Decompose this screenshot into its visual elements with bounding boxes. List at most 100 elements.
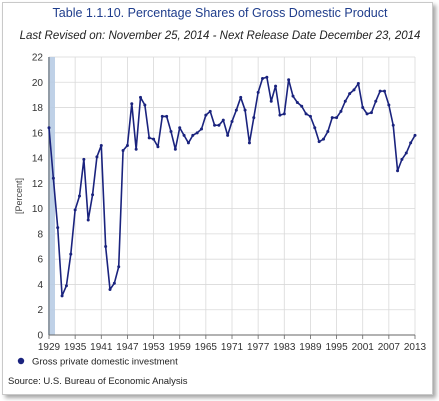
data-point[interactable]	[326, 130, 330, 134]
data-point[interactable]	[365, 112, 369, 116]
data-point[interactable]	[143, 103, 147, 107]
x-tick-label: 1959	[169, 342, 192, 353]
data-point[interactable]	[104, 245, 108, 249]
data-point[interactable]	[322, 137, 325, 141]
chart-subtitle: Last Revised on: November 25, 2014 - Nex…	[20, 30, 421, 42]
data-point[interactable]	[274, 84, 278, 88]
data-point[interactable]	[56, 226, 60, 230]
data-point[interactable]	[335, 116, 339, 120]
data-point[interactable]	[243, 108, 247, 112]
x-tick-label: 2001	[352, 342, 375, 353]
data-point[interactable]	[47, 126, 51, 130]
legend-label[interactable]: Gross private domestic investment	[32, 357, 178, 368]
data-point[interactable]	[404, 151, 408, 155]
data-point[interactable]	[374, 99, 378, 103]
y-tick-label: 22	[32, 53, 44, 64]
data-point[interactable]	[400, 157, 404, 161]
data-point[interactable]	[78, 194, 81, 198]
data-point[interactable]	[396, 169, 400, 173]
data-point[interactable]	[69, 252, 73, 256]
data-point[interactable]	[313, 126, 317, 130]
data-point[interactable]	[269, 99, 273, 103]
data-point[interactable]	[208, 109, 212, 113]
legend[interactable]: Gross private domestic investment	[17, 357, 178, 368]
data-point[interactable]	[195, 131, 199, 135]
data-point[interactable]	[239, 95, 243, 99]
axes	[48, 57, 416, 339]
data-point[interactable]	[86, 218, 90, 222]
data-point[interactable]	[391, 123, 395, 127]
data-point[interactable]	[308, 114, 312, 118]
x-tick-label: 1977	[247, 342, 270, 353]
data-point[interactable]	[369, 111, 373, 115]
data-point[interactable]	[221, 118, 225, 122]
data-point[interactable]	[282, 112, 286, 116]
data-point[interactable]	[186, 141, 190, 145]
data-point[interactable]	[134, 147, 138, 151]
data-point[interactable]	[130, 102, 134, 106]
data-point[interactable]	[139, 95, 142, 99]
data-point[interactable]	[217, 123, 221, 127]
data-point[interactable]	[191, 133, 195, 137]
x-tick-label: 1935	[64, 342, 87, 353]
data-point[interactable]	[387, 103, 391, 107]
data-point[interactable]	[64, 284, 68, 288]
highlight-band	[48, 57, 55, 335]
data-point[interactable]	[125, 143, 129, 147]
data-point[interactable]	[304, 112, 308, 116]
data-point[interactable]	[108, 288, 112, 292]
data-point[interactable]	[173, 147, 177, 151]
data-point[interactable]	[91, 193, 95, 197]
data-point[interactable]	[156, 145, 160, 149]
data-point[interactable]	[165, 114, 169, 118]
data-point[interactable]	[230, 119, 234, 123]
data-point[interactable]	[51, 176, 55, 180]
data-point[interactable]	[361, 106, 365, 110]
data-point[interactable]	[348, 92, 352, 96]
data-point[interactable]	[117, 265, 121, 269]
data-point[interactable]	[409, 141, 413, 145]
data-point[interactable]	[295, 100, 299, 104]
data-point[interactable]	[256, 90, 260, 94]
x-tick-label: 1965	[195, 342, 218, 353]
data-point[interactable]	[147, 136, 151, 140]
source-text: Source: U.S. Bureau of Economic Analysis	[8, 376, 188, 387]
data-point[interactable]	[352, 88, 356, 92]
data-point[interactable]	[160, 114, 164, 118]
highlight-band-rect	[48, 57, 55, 335]
data-point[interactable]	[291, 94, 295, 98]
data-point[interactable]	[99, 143, 103, 147]
data-point[interactable]	[300, 104, 304, 108]
data-point[interactable]	[252, 116, 256, 120]
data-point[interactable]	[378, 89, 382, 93]
data-point[interactable]	[60, 294, 64, 298]
data-point[interactable]	[234, 108, 238, 112]
data-point[interactable]	[213, 123, 217, 127]
data-point[interactable]	[383, 89, 386, 93]
data-point[interactable]	[226, 133, 230, 137]
data-point[interactable]	[73, 208, 77, 212]
data-point[interactable]	[278, 113, 282, 117]
data-point[interactable]	[95, 155, 99, 159]
data-point[interactable]	[356, 82, 360, 86]
data-point[interactable]	[413, 133, 417, 137]
data-point[interactable]	[112, 281, 116, 285]
data-point[interactable]	[265, 75, 269, 79]
data-point[interactable]	[287, 78, 291, 82]
data-point[interactable]	[169, 130, 173, 134]
data-point[interactable]	[343, 99, 347, 103]
data-point[interactable]	[261, 76, 264, 80]
data-point[interactable]	[200, 127, 203, 131]
data-point[interactable]	[152, 137, 156, 141]
data-point[interactable]	[317, 140, 321, 144]
data-point[interactable]	[204, 113, 208, 117]
data-point[interactable]	[121, 149, 125, 153]
data-point[interactable]	[247, 141, 251, 145]
data-point[interactable]	[82, 157, 86, 161]
data-point[interactable]	[330, 116, 334, 120]
y-tick-label: 6	[37, 255, 43, 266]
y-tick-label: 12	[32, 179, 44, 190]
data-point[interactable]	[182, 133, 186, 137]
data-point[interactable]	[178, 126, 182, 130]
data-point[interactable]	[339, 109, 343, 113]
